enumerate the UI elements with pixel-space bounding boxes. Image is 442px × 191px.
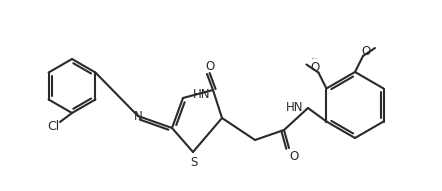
Text: Cl: Cl xyxy=(47,120,59,133)
Text: O: O xyxy=(362,45,371,57)
Text: O: O xyxy=(206,60,215,73)
Text: N: N xyxy=(133,109,142,122)
Text: S: S xyxy=(191,155,198,168)
Text: HN: HN xyxy=(286,100,303,113)
Text: O: O xyxy=(311,61,320,74)
Text: O: O xyxy=(290,150,299,163)
Text: HN: HN xyxy=(193,87,210,100)
Text: methoxy: methoxy xyxy=(312,58,319,59)
